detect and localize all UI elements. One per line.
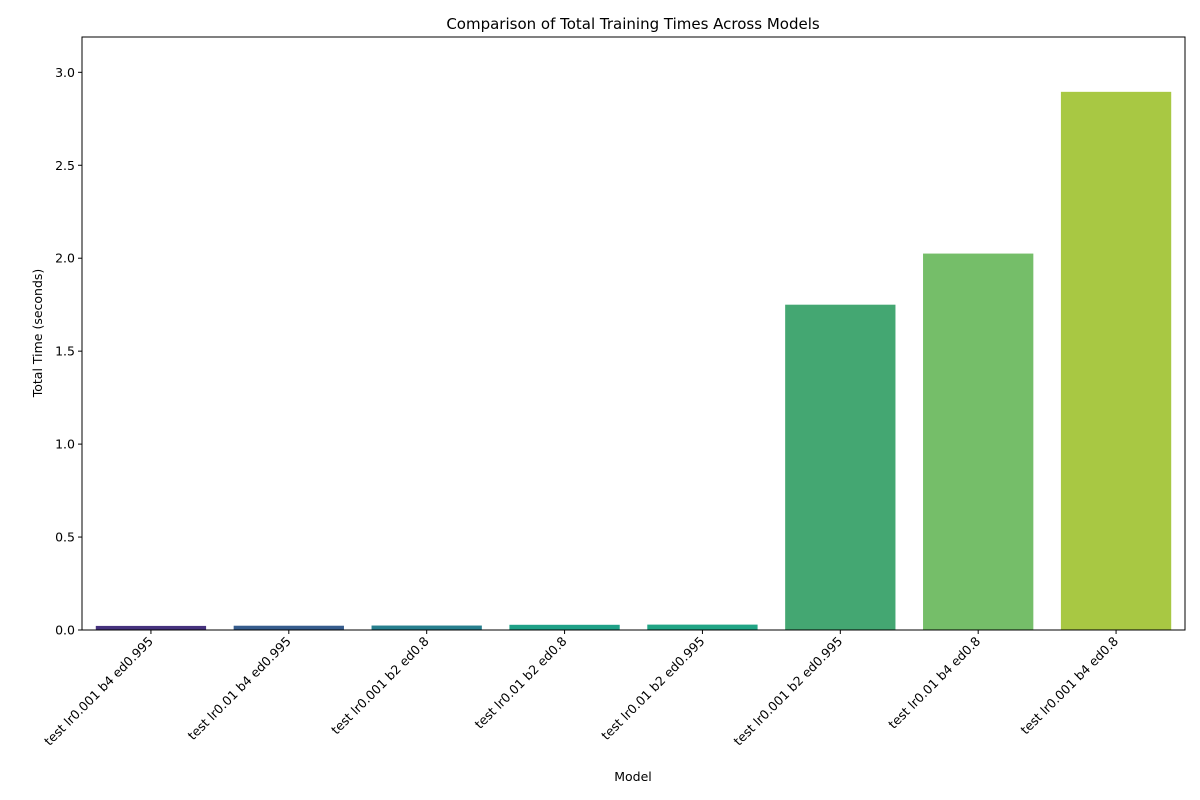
bar xyxy=(371,625,482,630)
bar xyxy=(785,304,896,630)
x-tick-label: test lr0.001 b2 ed0.995 xyxy=(730,634,845,749)
x-tick-label: test lr0.001 b4 ed0.8 xyxy=(1017,633,1121,737)
bar xyxy=(509,624,620,630)
bar xyxy=(233,625,344,630)
bar xyxy=(95,625,207,630)
x-tick-label: test lr0.01 b4 ed0.8 xyxy=(885,633,983,731)
y-tick-label: 1.5 xyxy=(55,344,75,359)
y-tick-label: 1.0 xyxy=(55,437,75,452)
x-tick-label: test lr0.01 b2 ed0.8 xyxy=(472,633,570,731)
bar xyxy=(923,253,1034,630)
y-tick-label: 0.5 xyxy=(55,530,75,545)
y-axis-title: Total Time (seconds) xyxy=(30,269,45,399)
x-tick-label: test lr0.01 b2 ed0.995 xyxy=(598,634,707,743)
chart-title: Comparison of Total Training Times Acros… xyxy=(446,15,820,33)
x-axis-title: Model xyxy=(614,769,652,784)
x-tick-label: test lr0.001 b4 ed0.995 xyxy=(41,634,156,749)
bar xyxy=(647,624,758,630)
x-tick-label: test lr0.01 b4 ed0.995 xyxy=(185,634,294,743)
y-tick-label: 2.5 xyxy=(55,158,75,173)
y-tick-label: 2.0 xyxy=(55,251,75,266)
y-tick-label: 3.0 xyxy=(55,65,75,80)
bar xyxy=(1060,91,1172,631)
y-tick-label: 0.0 xyxy=(55,623,75,638)
plot-frame xyxy=(81,36,1186,631)
x-tick-label: test lr0.001 b2 ed0.8 xyxy=(328,633,432,737)
